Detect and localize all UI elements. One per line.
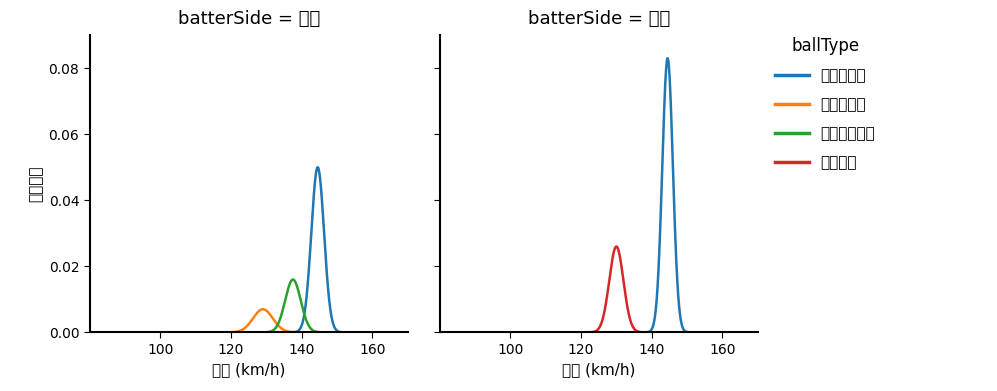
X-axis label: 球速 (km/h): 球速 (km/h) — [562, 362, 635, 377]
Y-axis label: 確率密度: 確率密度 — [28, 165, 43, 202]
Title: batterSide = 右打: batterSide = 右打 — [177, 10, 320, 28]
Legend: ストレート, スライダー, カットボール, フォーク: ストレート, スライダー, カットボール, フォーク — [775, 37, 875, 170]
Title: batterSide = 左打: batterSide = 左打 — [527, 10, 670, 28]
X-axis label: 球速 (km/h): 球速 (km/h) — [212, 362, 285, 377]
